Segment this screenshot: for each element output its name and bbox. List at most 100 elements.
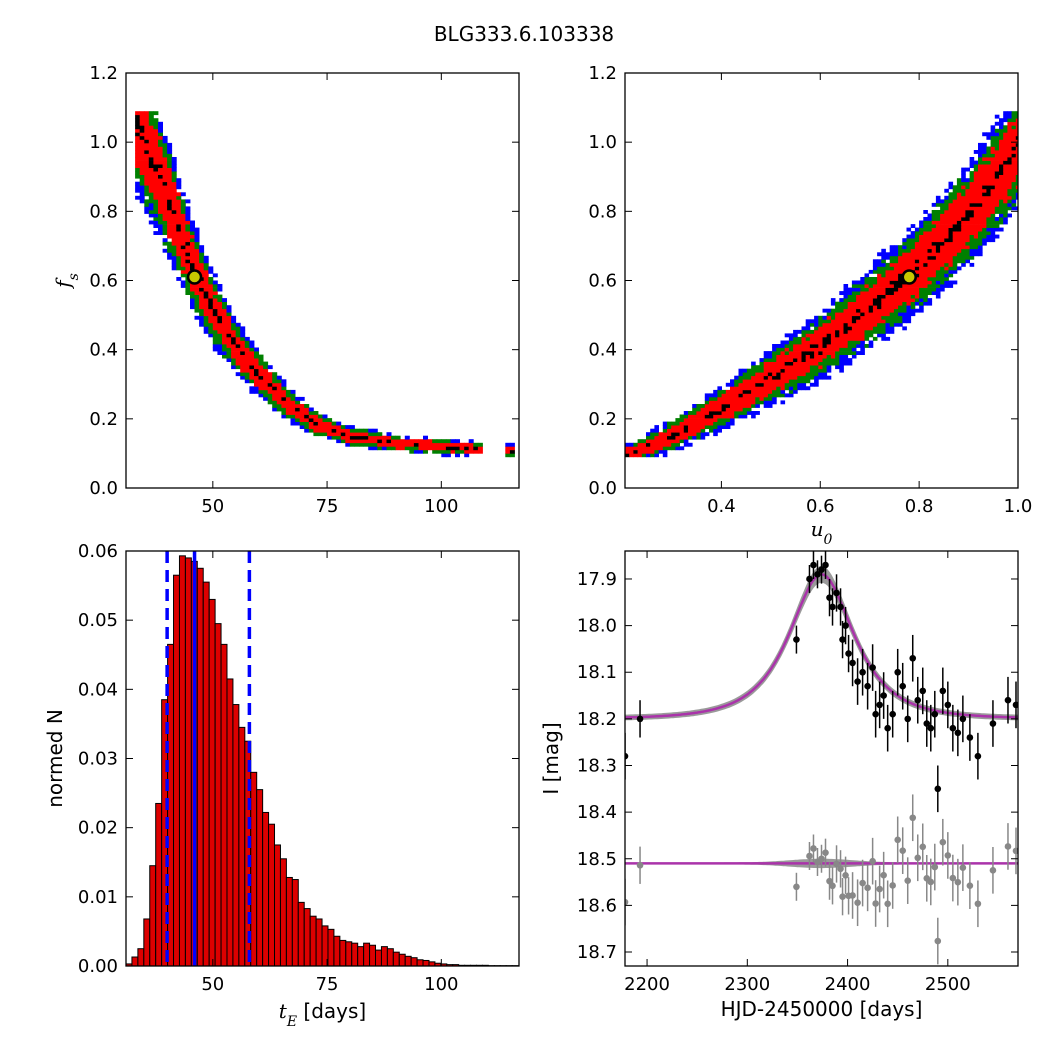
heatmap-cell [919, 273, 924, 278]
heatmap-cell [658, 432, 664, 437]
heatmap-cell [822, 351, 828, 355]
heatmap-cell [978, 192, 983, 197]
heatmap-cell [171, 188, 177, 193]
residual-point [839, 893, 846, 900]
heatmap-cell [700, 414, 706, 419]
heatmap-cell [212, 329, 218, 334]
heatmap-cell [994, 202, 1000, 207]
heatmap-cell [923, 259, 928, 264]
heatmap-cell [868, 329, 874, 334]
heatmap-cell [1003, 206, 1008, 211]
heatmap-cell [244, 347, 250, 352]
residual-point [909, 814, 917, 822]
heatmap-cell [148, 185, 154, 190]
heatmap-cell [927, 248, 933, 253]
heatmap-cell [372, 446, 378, 451]
x-tick-label: 0.8 [905, 496, 934, 517]
y-tick-label: 0.05 [78, 610, 118, 631]
heatmap-cell [814, 368, 819, 373]
heatmap-cell [881, 319, 886, 324]
heatmap-cell [952, 210, 958, 214]
heatmap-cell [914, 227, 920, 232]
heatmap-cell [139, 132, 145, 137]
heatmap-cell [919, 301, 924, 306]
heatmap-cell [746, 396, 752, 401]
heatmap-cell [759, 400, 765, 405]
heatmap-cell [190, 231, 195, 235]
panel-te-histogram: 50 75 1000.000.010.020.030.040.050.06norme… [43, 541, 520, 1030]
heatmap-cell [171, 234, 177, 239]
heatmap-cell [372, 432, 378, 437]
heatmap-cell [299, 407, 305, 412]
heatmap-cell [835, 329, 840, 334]
heatmap-cell [851, 301, 857, 306]
heatmap-cell [809, 329, 815, 334]
data-point [919, 687, 927, 695]
heatmap-cell [830, 344, 836, 348]
heatmap-cell [135, 150, 141, 154]
heatmap-cell [226, 344, 232, 348]
heatmap-cell [893, 252, 899, 257]
heatmap-cell [662, 421, 668, 426]
heatmap-cell [212, 284, 218, 288]
heatmap-cell [755, 404, 760, 408]
heatmap-cell [931, 213, 937, 218]
heatmap-cell [805, 379, 811, 384]
heatmap-cell [725, 382, 731, 387]
heatmap-cell [965, 199, 970, 204]
heatmap-cell [637, 442, 643, 447]
histogram-bar [143, 918, 151, 966]
heatmap-cell [317, 421, 323, 426]
heatmap-cell [746, 400, 752, 405]
heatmap-cell [445, 449, 451, 454]
heatmap-cell [952, 199, 958, 204]
heatmap-cell [864, 319, 870, 324]
heatmap-cell [978, 234, 983, 239]
heatmap-cell [162, 139, 168, 144]
heatmap-cell [826, 361, 832, 366]
heatmap-cell [851, 347, 857, 352]
heatmap-cell [935, 220, 941, 225]
heatmap-cell [445, 453, 451, 458]
heatmap-cell [135, 135, 141, 140]
heatmap-cell [805, 361, 811, 366]
heatmap-cell [208, 291, 214, 295]
heatmap-cell [893, 308, 899, 313]
heatmap-cell [923, 280, 928, 285]
heatmap-cell [281, 386, 287, 391]
heatmap-cell [153, 231, 159, 235]
heatmap-cell [881, 322, 886, 327]
heatmap-cell [455, 439, 460, 444]
heatmap-cell [914, 294, 920, 299]
heatmap-cell [199, 308, 205, 313]
heatmap-cell [826, 344, 832, 348]
data-point [959, 715, 967, 723]
heatmap-cell [1007, 128, 1012, 133]
heatmap-cell [254, 358, 259, 362]
heatmap-cell [167, 231, 173, 235]
heatmap-cell [763, 361, 769, 366]
heatmap-cell [185, 213, 191, 218]
heatmap-cell [999, 185, 1004, 190]
best-fit-marker [186, 269, 203, 285]
heatmap-cell [822, 361, 828, 366]
heatmap-cell [990, 153, 996, 158]
heatmap-cell [935, 213, 941, 218]
heatmap-cell [473, 446, 479, 451]
heatmap-cell [973, 224, 979, 228]
heatmap-cell [893, 322, 899, 327]
heatmap-cell [990, 202, 996, 207]
heatmap-cell [185, 255, 191, 260]
heatmap-cell [267, 400, 273, 405]
heatmap-cell [969, 206, 975, 211]
heatmap-cell [982, 224, 987, 228]
heatmap-cell [704, 411, 710, 415]
heatmap-cell [839, 344, 844, 348]
x-tick-label: 75 [316, 974, 339, 995]
heatmap-cell [910, 266, 916, 271]
heatmap-cell [349, 442, 355, 447]
heatmap-cell [767, 375, 773, 380]
heatmap-cell [1007, 153, 1012, 158]
heatmap-cell [235, 322, 241, 327]
heatmap-cell [935, 241, 941, 246]
